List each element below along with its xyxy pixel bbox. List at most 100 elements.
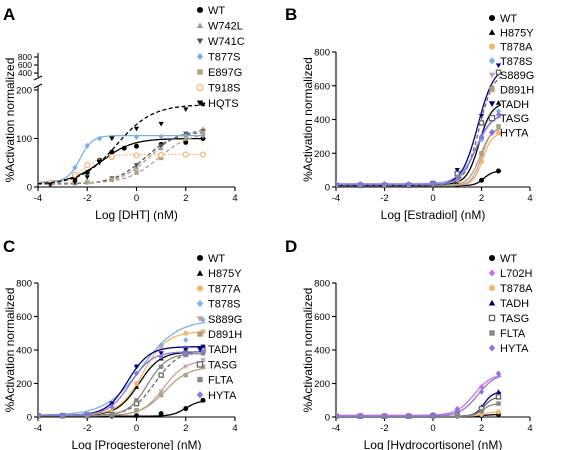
x-tick-label: -2 [83, 193, 91, 204]
data-point [357, 181, 363, 188]
fit-curve [336, 76, 502, 186]
x-tick-label: 4 [232, 193, 237, 204]
x-axis-title: Log [Progesterone] (nM) [71, 438, 201, 450]
data-point [496, 124, 501, 129]
legend: WT H875Y T877A T878S S889G D891H TADH TASG FLTA H… [196, 253, 242, 402]
y-tick-label: 400 [314, 115, 330, 126]
fit-curve [38, 134, 206, 184]
data-point [96, 160, 103, 166]
x-tick-label: -2 [380, 423, 388, 434]
legend-label: W742L [208, 21, 243, 33]
legend-marker [488, 344, 496, 352]
y-tick-label: 400 [18, 68, 32, 78]
data-point [336, 413, 339, 419]
panel-b: B -4 -2 0 2 4 0 200 400 600 800 Log [Estradiol] (nM… [285, 5, 534, 222]
series-tadh [336, 63, 502, 188]
legend-item: TADH [488, 99, 529, 111]
legend-label: S889G [500, 70, 534, 82]
fit-curve [38, 131, 206, 185]
legend-item: TASG [196, 359, 237, 371]
fit-curve [38, 134, 206, 183]
x-tick-label: -4 [332, 423, 340, 434]
data-point [478, 389, 485, 395]
data-point [134, 408, 139, 413]
series-wt [38, 136, 206, 186]
data-point [158, 121, 164, 127]
series-s889g [336, 125, 502, 188]
data-point [96, 135, 103, 142]
data-point [158, 393, 164, 398]
x-tick-label: 0 [134, 423, 139, 434]
fit-curve [38, 331, 206, 416]
legend-item: S889G [488, 70, 534, 82]
legend-marker [196, 38, 204, 45]
legend-item: T878A [488, 42, 533, 54]
data-point [478, 114, 485, 119]
data-point [158, 342, 164, 348]
x-tick-label: 4 [527, 423, 532, 434]
y-tick-label: 600 [314, 81, 330, 92]
legend-label: T878S [208, 299, 240, 311]
legend-item: WT [196, 5, 225, 17]
y-tick-label: 800 [16, 279, 32, 290]
legend-label: FLTA [208, 375, 234, 387]
data-point [133, 126, 140, 132]
x-tick-label: 2 [183, 423, 188, 434]
series-flta [38, 351, 206, 418]
y-tick-label: 200 [16, 379, 32, 390]
y-tick-label: 200 [314, 379, 330, 390]
data-point [495, 394, 502, 400]
series-h875y [38, 349, 206, 418]
data-point [109, 149, 115, 155]
panel-d: D -4 -2 0 2 4 0 200 400 600 800 Log [Hydrocortisone… [285, 237, 533, 450]
legend-label: TASG [500, 113, 529, 125]
legend-item: T878A [488, 283, 533, 295]
y-tick-label: 0 [325, 183, 330, 194]
fit-curve [38, 104, 206, 185]
y-tick-label: 800 [314, 279, 330, 290]
y-tick-label: 0 [27, 413, 32, 424]
y-axis-title: %Activation normalized [3, 288, 17, 413]
legend-item: S889G [196, 314, 242, 326]
plot-area [336, 63, 502, 189]
y-axis-title: %Activation normalized [301, 288, 315, 413]
data-point [158, 351, 164, 356]
series-hyta [38, 348, 206, 419]
data-point [84, 175, 90, 180]
fit-curve [336, 127, 502, 186]
legend-marker [197, 69, 203, 75]
x-tick-label: 2 [479, 423, 484, 434]
data-point [381, 181, 388, 188]
legend-label: T878A [500, 283, 533, 295]
legend-marker [196, 361, 204, 368]
y-tick-label: 400 [16, 346, 32, 357]
legend-item: E897G [197, 67, 242, 79]
panel-label: D [285, 237, 297, 256]
data-point [495, 370, 502, 377]
data-point [478, 120, 485, 126]
data-point [455, 178, 460, 183]
data-point [71, 171, 79, 178]
legend-item: D891H [489, 85, 534, 97]
legend-item: HYTA [488, 343, 529, 355]
series-t877a [38, 329, 206, 418]
legend-marker [488, 254, 496, 262]
legend-item: L702H [488, 268, 532, 280]
data-point [133, 134, 140, 140]
y-tick-label: 800 [314, 48, 330, 59]
legend-label: TADH [208, 344, 237, 356]
y-tick-label: 600 [18, 60, 32, 70]
data-point [72, 164, 78, 171]
data-point [158, 372, 164, 378]
data-point [200, 102, 206, 108]
series-tasg [38, 347, 206, 419]
x-axis-title: Log [Estradiol] (nM) [381, 208, 486, 222]
series-w741c [38, 129, 206, 187]
legend-label: D891H [500, 85, 534, 97]
x-tick-label: -2 [380, 193, 388, 204]
legend-marker [196, 300, 204, 308]
data-point [200, 348, 206, 355]
data-point [199, 151, 207, 158]
legend-label: TASG [500, 313, 529, 325]
